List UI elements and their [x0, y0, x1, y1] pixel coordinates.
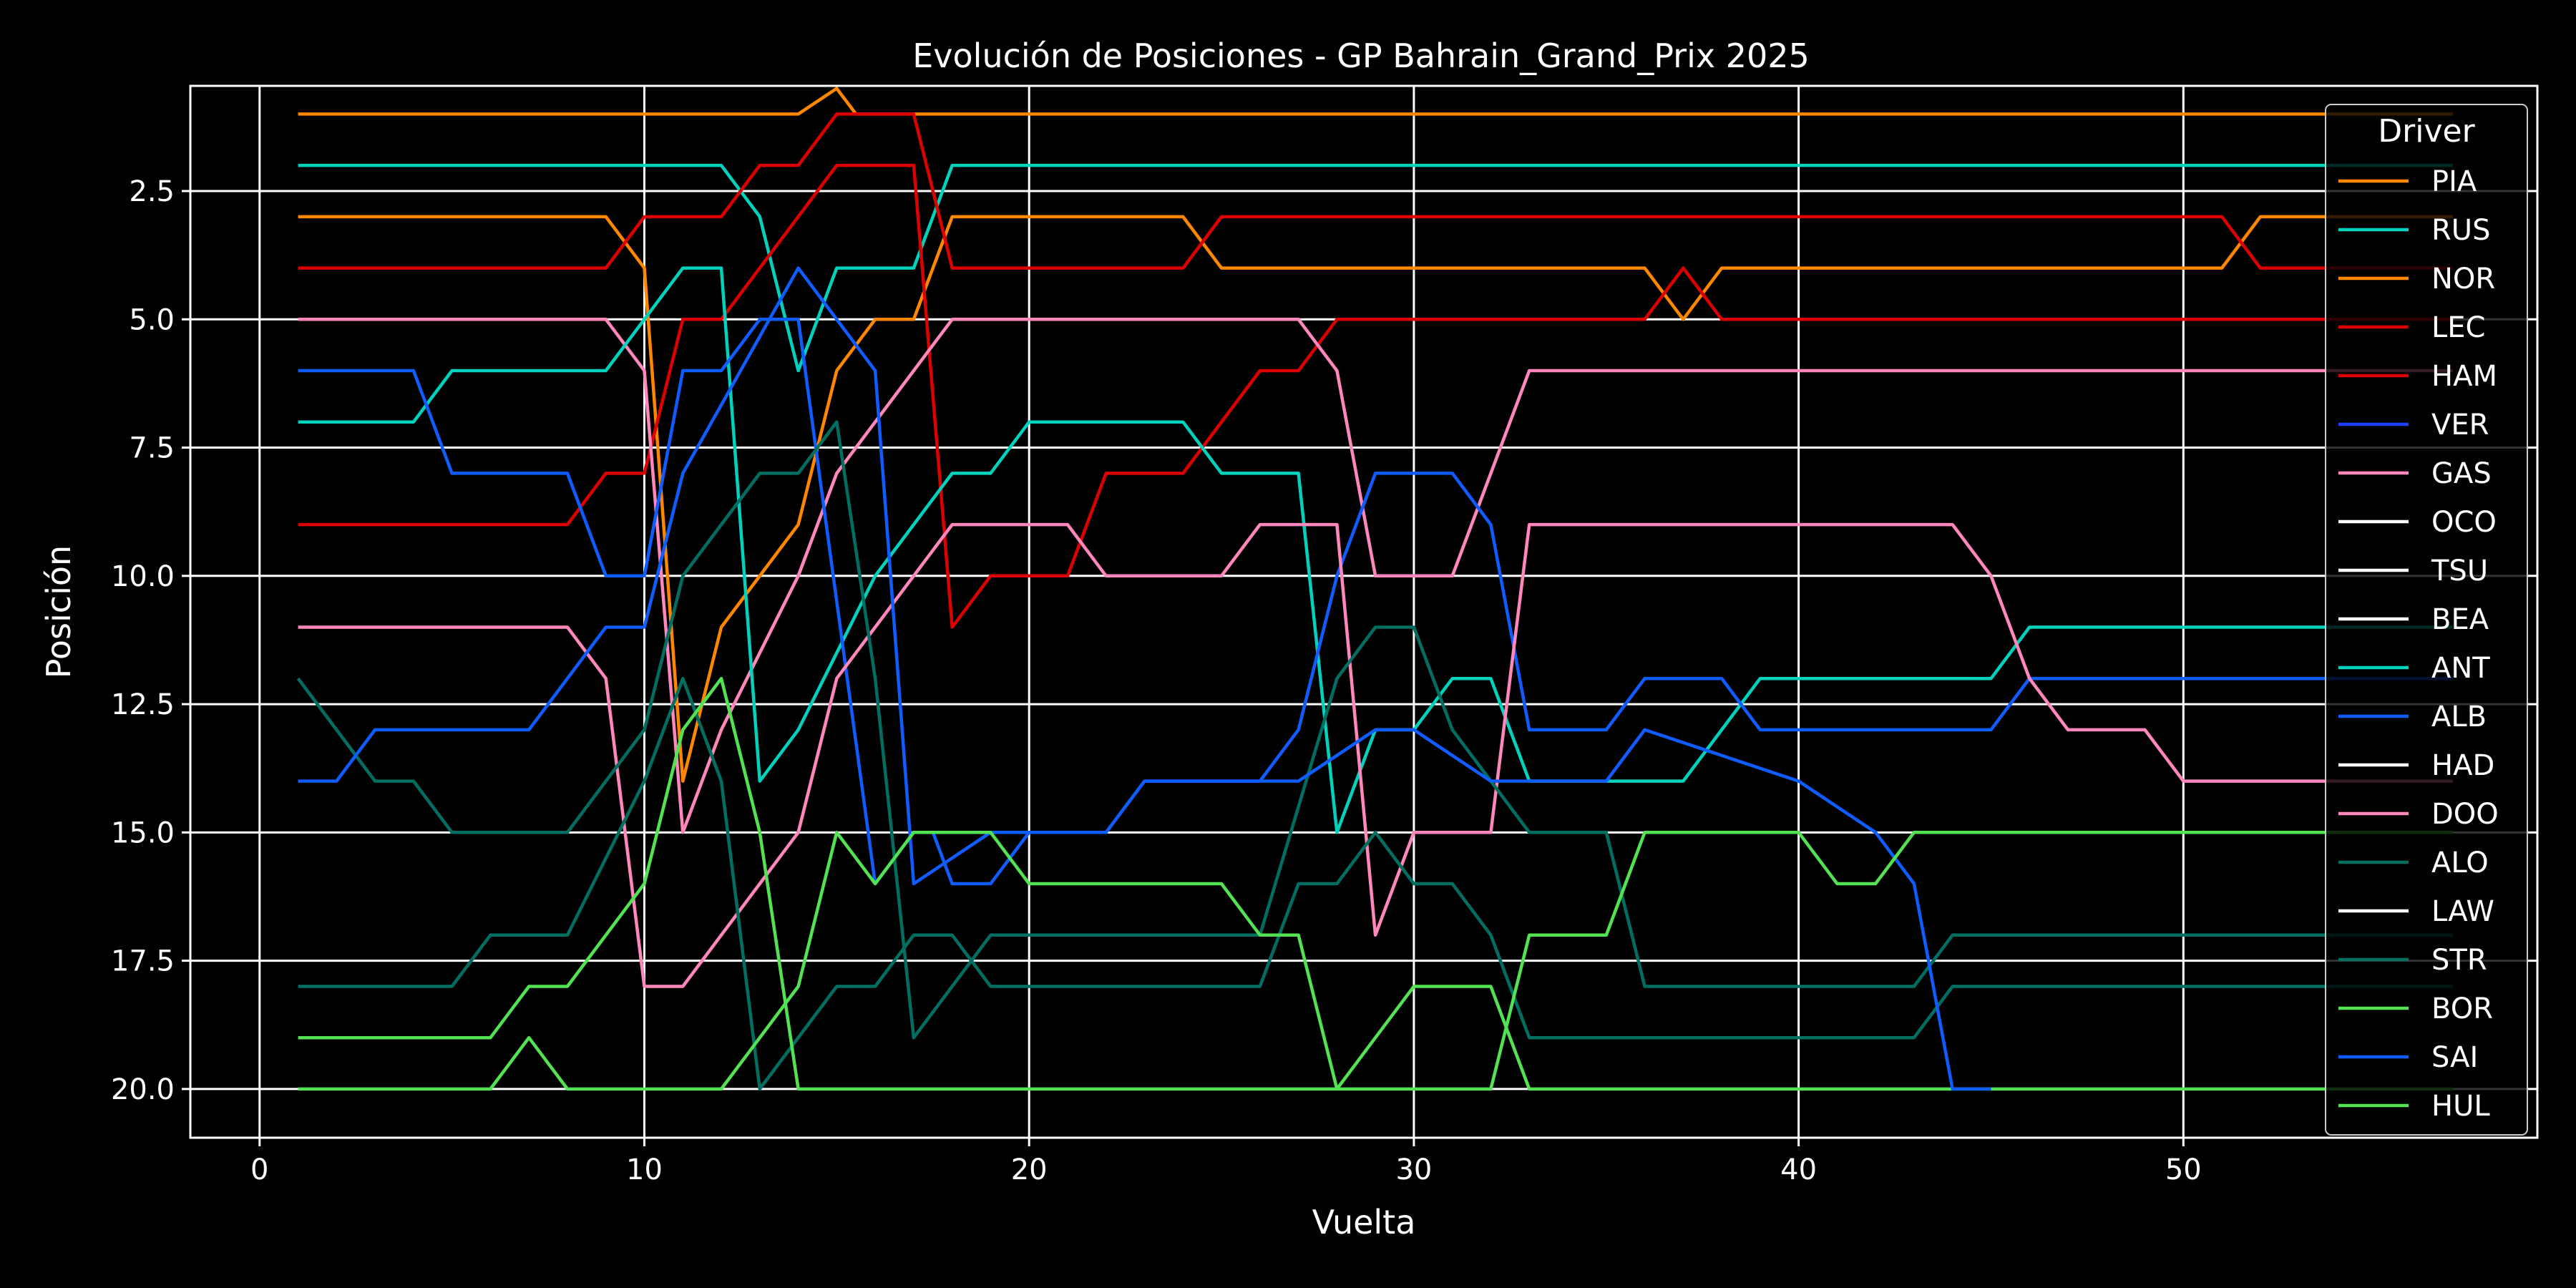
- plot-frame: [189, 84, 2539, 1139]
- legend-label-tsu: TSU: [2431, 555, 2488, 587]
- series-line-ant: [298, 266, 2453, 834]
- series-line-alo: [296, 420, 2453, 1040]
- legend-label-law: LAW: [2431, 895, 2494, 928]
- legend: Driver PIA RUS NOR LEC HAM VER GAS OCO TSU BEA ANT…: [2325, 104, 2528, 1136]
- series-line-gas: [298, 318, 2453, 834]
- y-tick-label: 10.0: [111, 560, 175, 593]
- y-tick-label: 12.5: [111, 688, 175, 721]
- series-line-sai: [298, 266, 1991, 1091]
- legend-label-oco: OCO: [2431, 506, 2497, 539]
- series-line-doo: [298, 522, 2453, 988]
- x-tick-label: 20: [1011, 1153, 1048, 1186]
- legend-label-pia: PIA: [2431, 165, 2477, 198]
- legend-box: [2325, 104, 2528, 1136]
- y-tick-label: 5.0: [129, 303, 175, 336]
- legend-label-lec: LEC: [2431, 311, 2486, 344]
- legend-label-rus: RUS: [2431, 214, 2490, 247]
- legend-label-nor: NOR: [2431, 263, 2495, 296]
- y-tick-label: 15.0: [111, 816, 175, 849]
- x-axis-label: Vuelta: [1312, 1203, 1416, 1241]
- legend-label-sai: SAI: [2431, 1041, 2478, 1074]
- series-line-hul: [298, 831, 2453, 1091]
- y-tick-label: 2.5: [129, 175, 175, 208]
- y-axis-label: Posición: [39, 545, 78, 678]
- legend-label-str: STR: [2431, 944, 2487, 977]
- series-line-str: [298, 676, 2453, 1091]
- x-tick-label: 0: [250, 1153, 268, 1186]
- legend-label-had: HAD: [2431, 749, 2494, 782]
- y-tick-label: 20.0: [111, 1073, 175, 1106]
- legend-label-doo: DOO: [2431, 798, 2499, 831]
- legend-entries: PIA RUS NOR LEC HAM VER GAS OCO TSU BEA ANT ALB HAD D…: [2338, 165, 2499, 1123]
- legend-title: Driver: [2378, 113, 2475, 150]
- y-tick-label: 17.5: [111, 945, 175, 978]
- x-tick-label: 50: [2165, 1153, 2202, 1186]
- chart-title: Evolución de Posiciones - GP Bahrain_Gra…: [912, 36, 1810, 75]
- legend-label-ham: HAM: [2431, 360, 2497, 393]
- series-line-bor: [298, 676, 2453, 1091]
- legend-label-bor: BOR: [2431, 992, 2493, 1025]
- x-tick-label: 10: [626, 1153, 663, 1186]
- axis-ticks: 0 10 20 30 40 50 2.5 5.0 7.5 10.0 12.5 15.0 17.5 20.0: [111, 175, 2202, 1186]
- series-line-lec: [298, 112, 2453, 270]
- y-tick-label: 7.5: [129, 432, 175, 465]
- legend-label-gas: GAS: [2431, 457, 2492, 490]
- legend-label-bea: BEA: [2431, 603, 2489, 636]
- series-lines: [296, 87, 2453, 1091]
- legend-label-hul: HUL: [2431, 1090, 2490, 1123]
- series-line-rus: [298, 163, 2453, 373]
- x-tick-label: 30: [1395, 1153, 1432, 1186]
- legend-label-alo: ALO: [2431, 847, 2489, 879]
- legend-label-ver: VER: [2431, 409, 2489, 441]
- legend-label-ant: ANT: [2431, 652, 2490, 685]
- x-tick-label: 40: [1780, 1153, 1817, 1186]
- legend-label-alb: ALB: [2431, 701, 2487, 733]
